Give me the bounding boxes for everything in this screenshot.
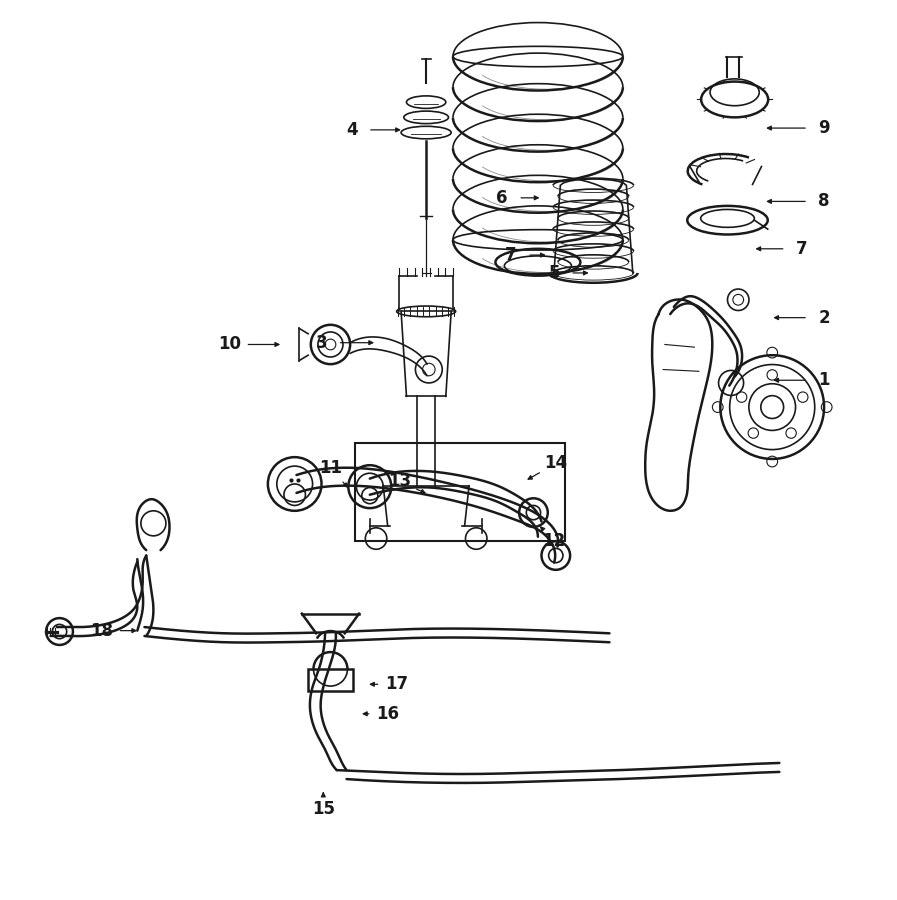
Text: 2: 2 <box>818 309 830 327</box>
Text: 7: 7 <box>505 246 517 264</box>
Text: 12: 12 <box>543 532 566 550</box>
Text: 7: 7 <box>796 239 807 257</box>
Text: 18: 18 <box>90 622 113 640</box>
Text: 15: 15 <box>312 800 335 818</box>
Bar <box>308 669 353 691</box>
Text: 3: 3 <box>316 334 327 352</box>
Text: 8: 8 <box>818 193 830 211</box>
Text: 14: 14 <box>544 454 568 472</box>
Text: 9: 9 <box>818 119 830 137</box>
Text: 17: 17 <box>385 675 408 693</box>
Text: 1: 1 <box>818 372 830 390</box>
Text: 4: 4 <box>346 121 358 139</box>
Bar <box>354 443 565 541</box>
Text: 16: 16 <box>376 705 399 723</box>
Text: 10: 10 <box>218 336 241 354</box>
Text: 13: 13 <box>388 472 411 490</box>
Text: 5: 5 <box>548 264 560 282</box>
Text: 6: 6 <box>496 189 508 207</box>
Text: 11: 11 <box>319 459 342 477</box>
